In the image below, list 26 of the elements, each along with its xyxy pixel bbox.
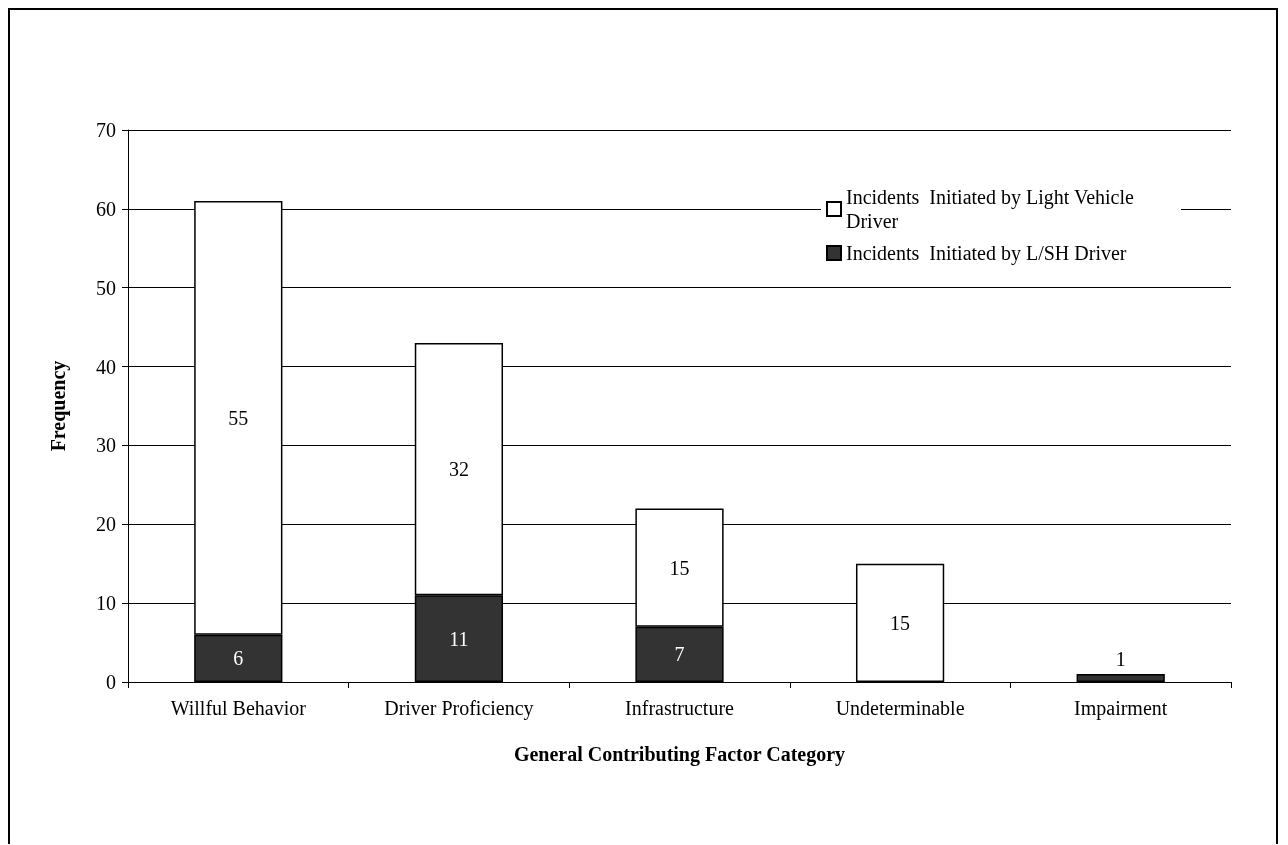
data-label: 11	[449, 627, 469, 650]
bar	[1076, 674, 1165, 682]
x-tick-label: Undeterminable	[835, 697, 965, 719]
data-label: 15	[669, 556, 690, 579]
x-axis-title: General Contributing Factor Category	[513, 743, 846, 766]
legend-label: Incidents Initiated by Light Vehicle Driver	[846, 186, 1139, 232]
y-tick-label: 40	[96, 355, 116, 378]
y-tick-label: 70	[96, 119, 116, 141]
x-tick-label: Driver Proficiency	[384, 697, 534, 720]
y-tick-label: 30	[96, 434, 116, 457]
y-tick-label: 20	[96, 513, 116, 536]
x-tick-label: Infrastructure	[625, 697, 735, 719]
data-label: 15	[890, 611, 911, 634]
y-tick-label: 0	[106, 671, 116, 693]
data-label: 1	[1115, 648, 1126, 671]
x-tick-label: Impairment	[1074, 697, 1168, 720]
data-label: 32	[448, 458, 469, 481]
data-label: 7	[674, 643, 685, 666]
y-tick-label: 50	[96, 276, 116, 299]
x-tick-label: Willful Behavior	[170, 697, 307, 719]
legend-label: Incidents Initiated by L/SH Driver	[846, 242, 1127, 265]
y-axis-title: Frequency	[47, 360, 70, 452]
data-label: 6	[233, 647, 244, 670]
y-tick-label: 10	[96, 592, 116, 615]
data-label: 55	[228, 406, 249, 429]
y-tick-label: 60	[96, 197, 116, 220]
